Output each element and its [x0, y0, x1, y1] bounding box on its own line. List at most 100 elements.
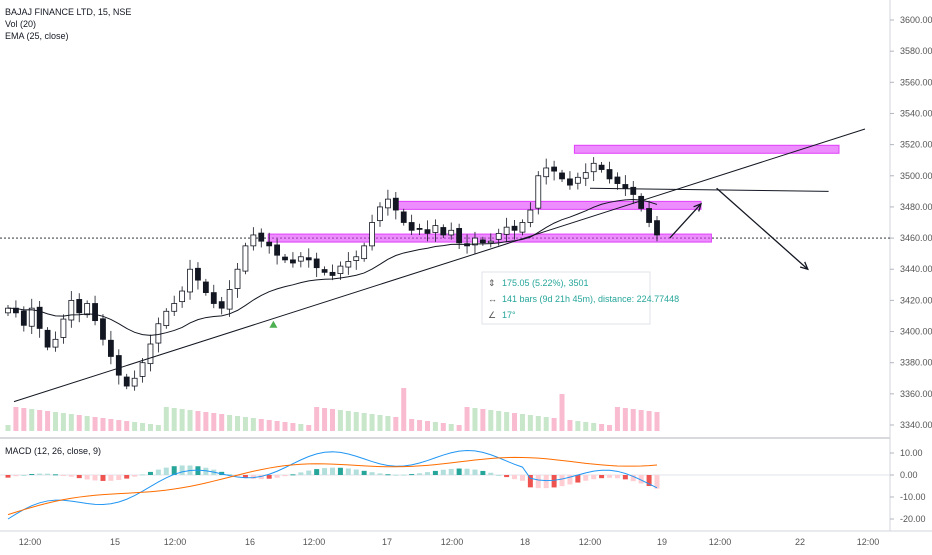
- macd-histogram-bar: [171, 466, 177, 475]
- volume-bar: [5, 425, 11, 431]
- macd-histogram-bar: [599, 475, 605, 479]
- ema-legend: EMA (25, close): [5, 31, 69, 41]
- macd-histogram-bar: [45, 473, 51, 475]
- candle: [487, 240, 494, 244]
- volume-bar: [171, 408, 177, 431]
- volume-bar: [527, 415, 533, 431]
- candle: [195, 267, 201, 281]
- signal-marker: [269, 320, 278, 328]
- volume-bar: [116, 420, 122, 431]
- volume-bar: [361, 413, 367, 431]
- candle: [210, 292, 217, 304]
- macd-histogram-bar: [480, 470, 486, 475]
- price-tick-label: 3520.00: [900, 140, 932, 150]
- macd-histogram-bar: [456, 468, 462, 475]
- macd-histogram-bar: [92, 475, 98, 481]
- volume-bar: [227, 415, 233, 431]
- candle: [392, 197, 399, 211]
- time-tick-label: 18: [520, 537, 530, 547]
- time-tick-label: 12:00: [579, 537, 602, 547]
- volume-bar: [456, 425, 462, 431]
- candle: [171, 303, 178, 312]
- candle: [68, 299, 75, 321]
- macd-histogram-bar: [100, 475, 106, 481]
- candle: [187, 268, 193, 293]
- macd-histogram-bar: [567, 475, 573, 485]
- macd-histogram-bar: [638, 475, 644, 484]
- price-tick-label: 3600.00: [900, 15, 932, 25]
- volume-bar: [575, 421, 581, 431]
- arrow-head: [799, 261, 809, 271]
- macd-histogram-bar: [622, 475, 628, 480]
- volume-bar: [512, 413, 518, 431]
- macd-histogram-bar: [488, 472, 494, 475]
- volume-bar: [401, 388, 407, 431]
- macd-histogram-bar: [440, 469, 446, 475]
- price-tick-label: 3380.00: [900, 358, 932, 368]
- macd-histogram-bar: [52, 474, 58, 476]
- time-tick-label: 16: [245, 537, 255, 547]
- volume-bar: [591, 423, 597, 431]
- volume-bar: [654, 412, 660, 431]
- candle: [495, 233, 502, 240]
- macd-histogram-bar: [361, 470, 367, 475]
- macd-histogram-bar: [227, 474, 233, 476]
- volume-bar: [448, 424, 454, 431]
- volume-bar: [140, 423, 146, 431]
- volume-bar: [337, 410, 343, 431]
- chart-title: BAJAJ FINANCE LTD, 15, NSE: [5, 7, 132, 17]
- volume-bar: [646, 411, 652, 431]
- time-tick-label: 12:00: [709, 537, 732, 547]
- volume-legend: Vol (20): [5, 19, 37, 29]
- candle: [472, 237, 478, 246]
- volume-bar: [607, 425, 613, 431]
- macd-tick-label: 10.00: [900, 448, 923, 458]
- macd-histogram-bar: [282, 475, 288, 477]
- candle: [408, 222, 415, 231]
- volume-bar: [68, 414, 74, 431]
- arrow-head: [693, 202, 703, 212]
- candle: [654, 220, 660, 236]
- macd-histogram-bar: [464, 468, 470, 475]
- candle: [155, 323, 162, 344]
- volume-bar: [76, 415, 82, 431]
- volume-bar: [583, 422, 589, 431]
- candle: [226, 289, 233, 310]
- candle: [448, 229, 455, 236]
- volume-bar: [132, 422, 138, 431]
- volume-bar: [242, 417, 248, 431]
- volume-bar: [385, 416, 391, 431]
- candle: [567, 178, 573, 186]
- volume-bar: [187, 410, 193, 431]
- macd-histogram-bar: [76, 475, 82, 479]
- candle: [163, 310, 170, 327]
- volume-bar: [211, 413, 217, 431]
- price-tick-label: 3580.00: [900, 46, 932, 56]
- candle: [361, 245, 368, 260]
- projection-arrow: [716, 187, 809, 270]
- candle: [606, 169, 613, 180]
- volume-bar: [480, 409, 486, 431]
- macd-histogram-bar: [575, 475, 581, 483]
- macd-histogram-bar: [68, 475, 74, 477]
- volume-bar: [567, 420, 573, 431]
- volume-bar: [52, 412, 58, 431]
- macd-histogram-bar: [5, 475, 11, 478]
- macd-histogram-bar: [591, 475, 597, 480]
- candle: [535, 175, 542, 209]
- candle: [107, 339, 114, 357]
- candle: [353, 256, 360, 261]
- macd-histogram-bar: [353, 469, 359, 475]
- measure-price-change: 175.05 (5.22%), 3501: [502, 278, 589, 288]
- volume-bar: [314, 407, 320, 431]
- macd-histogram-bar: [13, 475, 19, 477]
- macd-histogram-bar: [409, 474, 415, 476]
- macd-histogram-bar: [337, 467, 343, 475]
- volume-bar: [274, 421, 280, 431]
- macd-legend: MACD (12, 26, close, 9): [5, 446, 102, 456]
- volume-bar: [219, 414, 225, 431]
- macd-histogram-bar: [646, 475, 652, 487]
- candle: [329, 271, 336, 276]
